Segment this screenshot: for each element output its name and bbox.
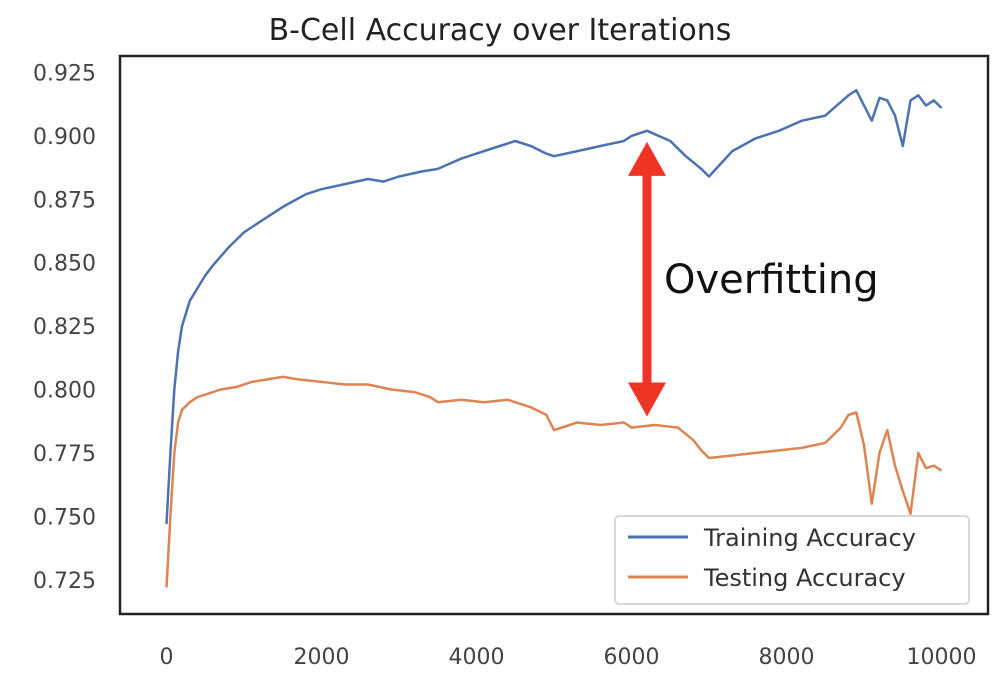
plot-frame: [118, 54, 990, 616]
series-layer: [165, 88, 943, 588]
x-tick-label: 6000: [604, 645, 660, 670]
chart-title: B-Cell Accuracy over Iterations: [269, 13, 732, 48]
overfitting-arrow-head-bottom: [628, 382, 666, 417]
x-tick-label: 8000: [759, 645, 815, 670]
series-line-training: [165, 88, 943, 525]
x-tick-label: 0: [160, 645, 174, 670]
y-tick-label: 0.825: [33, 315, 96, 340]
y-tick-label: 0.925: [33, 61, 96, 86]
legend-label-training: Training Accuracy: [703, 524, 916, 552]
y-tick-label: 0.750: [33, 505, 96, 530]
y-axis-ticks: 0.725 0.750 0.775 0.800 0.825 0.850 0.875 0.900…: [33, 61, 96, 593]
overfitting-label: Overfitting: [664, 257, 879, 303]
x-tick-label: 2000: [294, 645, 350, 670]
x-tick-label: 10000: [907, 645, 977, 670]
y-tick-label: 0.900: [33, 125, 96, 150]
y-tick-label: 0.850: [33, 252, 96, 277]
x-tick-label: 4000: [449, 645, 505, 670]
y-tick-label: 0.725: [33, 569, 96, 594]
legend: Training Accuracy Testing Accuracy: [614, 515, 970, 605]
legend-box: [614, 515, 970, 605]
y-tick-label: 0.775: [33, 442, 96, 467]
annotation-layer: Overfitting: [628, 141, 879, 417]
overfitting-arrow-head-top: [628, 141, 666, 176]
series-line-testing: [165, 375, 943, 588]
x-axis-ticks: 0 2000 4000 6000 8000 10000: [160, 645, 977, 670]
y-tick-label: 0.800: [33, 379, 96, 404]
legend-label-testing: Testing Accuracy: [703, 564, 906, 592]
y-tick-label: 0.875: [33, 188, 96, 213]
